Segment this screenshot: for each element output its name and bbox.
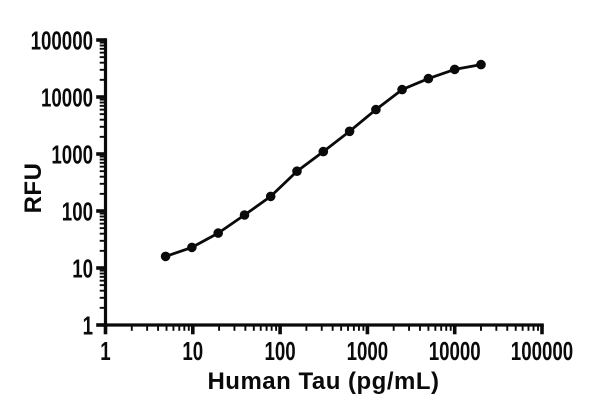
data-point-marker: [397, 84, 407, 95]
data-point-marker: [449, 64, 460, 75]
x-axis-title: Human Tau (pg/mL): [207, 368, 440, 395]
data-point-marker: [476, 59, 486, 70]
data-point-marker: [318, 146, 329, 157]
data-point-marker: [423, 73, 434, 84]
y-tick-label: 1000: [51, 139, 93, 169]
data-point-marker: [265, 191, 276, 202]
data-point-marker: [213, 228, 223, 238]
y-axis-title: RFU: [20, 162, 47, 214]
x-tick-label: 100: [265, 336, 296, 366]
x-tick-label: 10: [182, 336, 203, 366]
data-point-marker: [292, 166, 302, 176]
y-tick-label: 10000: [41, 82, 93, 112]
data-point-marker: [160, 251, 171, 262]
y-tick-label: 100000: [31, 25, 93, 55]
x-tick-label: 1000: [347, 336, 389, 366]
y-tick-label: 1: [83, 310, 93, 340]
standard-curve-line: [164, 63, 483, 258]
data-point-marker: [239, 210, 250, 220]
y-tick-label: 100: [62, 196, 93, 226]
data-point-marker: [187, 242, 197, 253]
data-point-marker: [344, 126, 355, 137]
data-point-marker: [371, 104, 381, 115]
x-tick-label: 100000: [511, 336, 573, 366]
x-tick-label: 10000: [429, 336, 481, 366]
x-tick-label: 1: [100, 336, 110, 366]
y-tick-label: 10: [72, 253, 93, 283]
